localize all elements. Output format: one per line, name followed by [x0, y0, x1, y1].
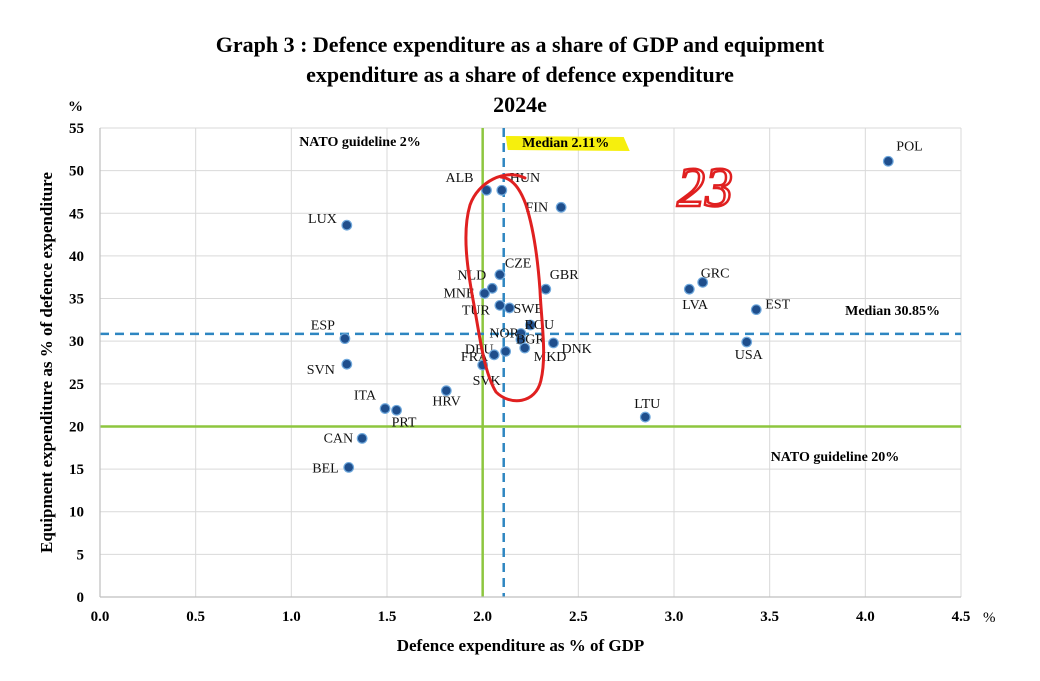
x-tick-label-5: 2.5	[569, 609, 588, 625]
data-point-bel	[343, 461, 355, 473]
y-tick-label-0: 0	[77, 590, 85, 606]
y-tick-label-2: 10	[69, 505, 84, 521]
x-tick-label-0: 0.0	[91, 609, 110, 625]
data-label-ita: ITA	[354, 389, 377, 404]
annotation-layer-handwriting: 23	[464, 156, 734, 403]
chart-title-line-2: expenditure as a share of defence expend…	[306, 62, 734, 87]
data-label-gbr: GBR	[550, 268, 579, 283]
x-tick-label-3: 1.5	[378, 609, 397, 625]
yellow-highlight	[505, 136, 630, 151]
data-label-alb: ALB	[445, 171, 473, 186]
data-point-esp	[339, 333, 351, 345]
data-point-lva	[683, 283, 695, 295]
data-label-mkd: MKD	[534, 350, 567, 365]
annotation-layer-highlight	[505, 136, 630, 151]
data-point-mne	[479, 288, 490, 299]
data-point-hrv	[440, 385, 452, 397]
data-point-fin	[555, 201, 567, 213]
data-point-ltu	[639, 411, 651, 423]
data-label-est: EST	[765, 298, 790, 313]
x-tick-label-7: 3.5	[760, 609, 779, 625]
grid-lines	[99, 127, 962, 598]
data-point-deu	[500, 346, 512, 357]
data-label-cze: CZE	[505, 257, 531, 272]
data-point-rou	[525, 319, 536, 331]
median-equipment-label: Median 30.85%	[845, 304, 940, 319]
data-label-ltu: LTU	[634, 397, 660, 412]
y-tick-label-11: 55	[69, 121, 84, 137]
data-point-ita	[379, 403, 391, 414]
y-tick-label-5: 25	[69, 377, 84, 393]
data-point-fra	[488, 349, 500, 361]
data-label-esp: ESP	[311, 319, 335, 334]
data-label-lva: LVA	[682, 298, 709, 313]
y-tick-label-8: 40	[69, 249, 84, 265]
data-point-dnk	[548, 337, 559, 349]
data-label-dnk: DNK	[561, 342, 591, 357]
nato-gdp-guideline-label: NATO guideline 2%	[299, 135, 421, 150]
data-label-deu: DEU	[465, 342, 494, 357]
y-tick-label-4: 20	[69, 419, 84, 435]
axes: 0.0 0.5 1.0 1.5 2.0 2.5 3.0 3.5 4.0 4.5 0 5 10 15 20 25…	[37, 99, 996, 655]
data-point-est	[750, 304, 762, 316]
y-tick-label-10: 50	[69, 164, 84, 180]
data-point-pol	[882, 155, 894, 167]
data-point-tur	[494, 299, 506, 311]
data-label-nor: NOR	[489, 327, 519, 342]
y-axis-title: Equipment expenditure as % of defence ex…	[37, 172, 56, 553]
reference-lines: NATO guideline 2% Median 2.11% Median 30.8…	[100, 128, 961, 597]
data-point-mkd	[519, 342, 531, 354]
data-label-hrv: HRV	[432, 395, 460, 410]
x-tick-label-8: 4.0	[856, 609, 875, 625]
red-circle-annotation	[464, 173, 546, 403]
x-tick-label-4: 2.0	[473, 609, 492, 625]
median-gdp-label: Median 2.11%	[522, 136, 609, 151]
data-label-pol: POL	[896, 139, 922, 154]
x-tick-label-2: 1.0	[282, 609, 301, 625]
data-label-grc: GRC	[701, 266, 730, 281]
data-point-can	[356, 432, 368, 444]
data-label-svn: SVN	[307, 363, 335, 378]
chart-title: Graph 3 : Defence expenditure as a share…	[0, 30, 1040, 120]
y-tick-label-9: 45	[69, 206, 84, 222]
data-point-cze	[494, 269, 506, 281]
data-label-fin: FIN	[526, 200, 549, 215]
handwritten-note-23: 23	[677, 157, 733, 219]
y-unit-label: %	[68, 99, 83, 115]
x-tick-label-6: 3.0	[665, 609, 684, 625]
data-label-nld: NLD	[457, 268, 486, 283]
data-point-alb	[481, 184, 492, 196]
y-tick-label-1: 5	[77, 547, 85, 563]
data-point-grc	[697, 276, 709, 288]
x-axis-title: Defence expenditure as % of GDP	[397, 636, 645, 655]
data-point-prt	[391, 404, 402, 416]
data-point-nld	[486, 282, 498, 294]
data-label-lux: LUX	[308, 212, 337, 227]
y-tick-label-6: 30	[69, 334, 84, 350]
chart-title-line-1: Graph 3 : Defence expenditure as a share…	[215, 32, 825, 57]
data-label-svk: SVK	[473, 374, 501, 389]
y-tick-label-7: 35	[69, 292, 84, 308]
y-tick-label-3: 15	[69, 462, 84, 478]
data-point-gbr	[540, 283, 552, 295]
data-point-svn	[341, 358, 353, 370]
data-point-usa	[741, 336, 753, 348]
data-label-swe: SWE	[513, 302, 543, 317]
nato-equipment-guideline-label: NATO guideline 20%	[771, 450, 900, 465]
data-point-lux	[341, 219, 353, 231]
x-tick-label-1: 0.5	[186, 609, 205, 625]
data-point-swe	[504, 302, 515, 314]
data-label-usa: USA	[735, 348, 764, 363]
data-label-can: CAN	[324, 431, 354, 446]
chart-title-line-3: 2024e	[493, 92, 547, 117]
x-tick-label-9: 4.5	[952, 609, 971, 625]
data-label-bel: BEL	[312, 461, 338, 476]
data-label-prt: PRT	[392, 415, 417, 430]
data-label-mne: MNE	[443, 286, 474, 301]
data-point-hun	[496, 184, 508, 196]
x-unit-label: %	[983, 610, 996, 626]
data-label-rou: ROU	[525, 318, 555, 333]
